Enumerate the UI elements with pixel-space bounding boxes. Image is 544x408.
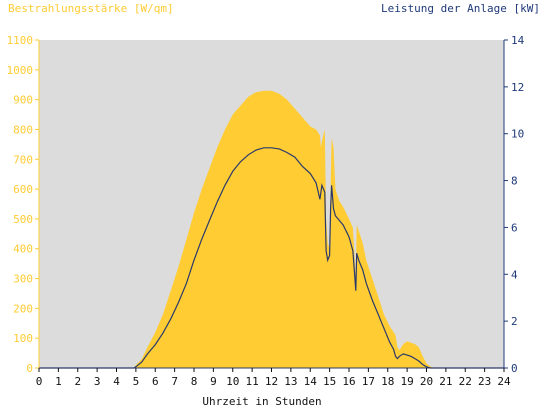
left-tick-label: 0 [26, 362, 33, 375]
left-tick-label: 600 [13, 183, 33, 196]
x-tick-label: 14 [304, 375, 318, 388]
left-tick-label: 1000 [7, 64, 34, 77]
x-tick-label: 13 [284, 375, 297, 388]
left-axis-title: Bestrahlungsstärke [W/qm] [8, 2, 174, 15]
x-tick-label: 5 [133, 375, 140, 388]
x-tick-label: 17 [362, 375, 375, 388]
right-tick-label: 12 [511, 81, 524, 94]
x-tick-label: 16 [342, 375, 355, 388]
left-tick-label: 800 [13, 123, 33, 136]
x-tick-label: 10 [226, 375, 239, 388]
x-tick-label: 9 [210, 375, 217, 388]
left-axis-ticks: 0 100 200 300 400 500 600 700 800 900 1000 1100 [7, 34, 39, 375]
x-tick-label: 4 [113, 375, 120, 388]
x-tick-label: 20 [420, 375, 433, 388]
x-tick-label: 21 [439, 375, 452, 388]
left-tick-label: 1100 [7, 34, 34, 47]
x-tick-label: 2 [74, 375, 81, 388]
right-axis-ticks: 0 2 4 6 8 10 12 14 [504, 34, 525, 375]
x-tick-label: 6 [152, 375, 159, 388]
x-tick-label: 11 [246, 375, 259, 388]
x-tick-label: 0 [36, 375, 43, 388]
irradiance-area [39, 90, 504, 368]
irradiance-series [39, 90, 504, 368]
left-tick-label: 700 [13, 153, 33, 166]
left-tick-label: 200 [13, 302, 33, 315]
right-tick-label: 8 [511, 175, 518, 188]
left-tick-label: 500 [13, 213, 33, 226]
right-tick-label: 2 [511, 315, 518, 328]
right-tick-label: 14 [511, 34, 525, 47]
x-tick-label: 24 [497, 375, 511, 388]
x-tick-label: 1 [55, 375, 62, 388]
x-tick-label: 22 [459, 375, 472, 388]
x-tick-label: 3 [94, 375, 101, 388]
x-tick-label: 12 [265, 375, 278, 388]
left-tick-label: 400 [13, 243, 33, 256]
x-tick-label: 23 [478, 375, 491, 388]
right-tick-label: 0 [511, 362, 518, 375]
left-tick-label: 900 [13, 94, 33, 107]
x-axis-title: Uhrzeit in Stunden [202, 395, 321, 408]
power-line [39, 147, 504, 369]
left-tick-label: 100 [13, 332, 33, 345]
x-tick-label: 19 [401, 375, 414, 388]
left-tick-label: 300 [13, 273, 33, 286]
x-tick-label: 18 [381, 375, 394, 388]
x-axis-ticks: 0 1 2 3 4 5 6 7 8 9 10 11 12 13 14 15 16 17 18 19 20 21 22 23 24 [36, 368, 511, 388]
x-tick-label: 7 [171, 375, 178, 388]
x-tick-label: 8 [191, 375, 198, 388]
right-tick-label: 6 [511, 221, 518, 234]
right-tick-label: 4 [511, 268, 518, 281]
right-axis-title: Leistung der Anlage [kW] [381, 2, 540, 15]
x-tick-label: 15 [323, 375, 336, 388]
power-series [39, 147, 504, 369]
right-tick-label: 10 [511, 128, 524, 141]
